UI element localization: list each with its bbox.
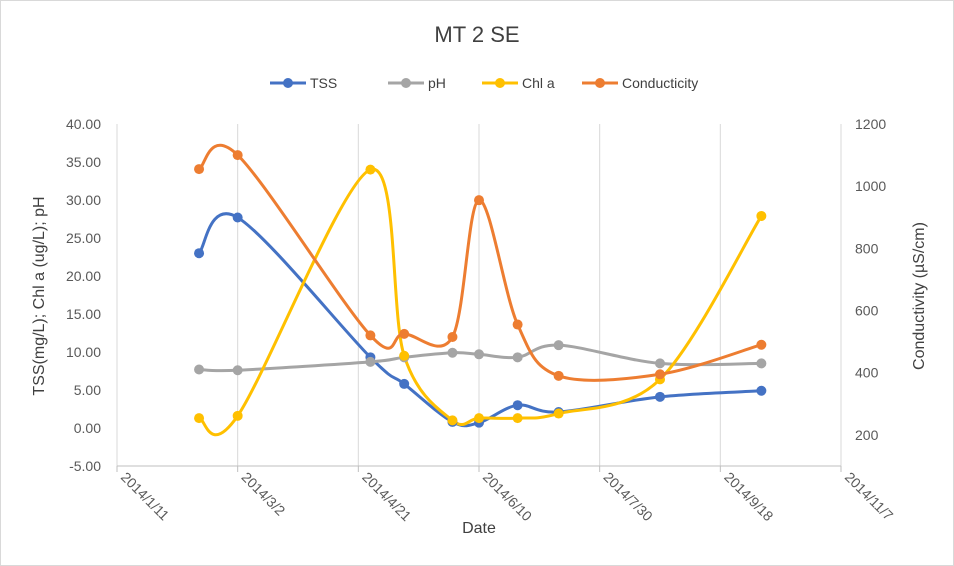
x-tick-label: 2014/7/30 xyxy=(601,469,657,525)
y-right-tick-label: 200 xyxy=(855,427,879,443)
y-left-tick-label: -5.00 xyxy=(69,458,101,474)
y-axis-right-title: Conductivity (µS/cm) xyxy=(911,222,928,370)
data-point-tss xyxy=(194,248,205,259)
data-point-tss xyxy=(512,400,523,411)
data-point-conducticity xyxy=(447,331,458,342)
y-left-tick-label: 30.00 xyxy=(66,192,101,208)
data-point-conducticity xyxy=(756,339,767,350)
y-left-tick-label: 0.00 xyxy=(74,420,101,436)
legend-swatch-marker xyxy=(595,78,605,88)
x-tick-label: 2014/1/11 xyxy=(118,469,173,524)
y-left-tick-label: 25.00 xyxy=(66,230,101,246)
data-point-conducticity xyxy=(553,370,564,381)
data-point-conducticity xyxy=(365,330,376,341)
data-point-chl-a xyxy=(474,413,484,424)
data-point-ph xyxy=(194,364,205,375)
y-left-tick-label: 5.00 xyxy=(74,382,101,398)
data-point-chl-a xyxy=(512,413,523,424)
data-point-chl-a xyxy=(194,413,205,424)
y-left-tick-label: 35.00 xyxy=(66,154,101,170)
data-point-ph xyxy=(655,358,665,369)
y-axis-left: -5.00 0.00 5.00 10.00 15.00 20.00 25.00 30.00 35… xyxy=(66,116,101,474)
legend-label: pH xyxy=(428,75,446,91)
series-points xyxy=(194,150,767,428)
legend-item-ph: pH xyxy=(388,75,446,91)
x-tick-label: 2014/9/18 xyxy=(721,469,777,525)
data-point-chl-a xyxy=(365,164,376,175)
y-axis-left-title: TSS(mg/L); Chl a (ug/L); pH xyxy=(31,196,48,395)
x-axis-title: Date xyxy=(462,520,496,537)
x-tick-label: 2014/4/21 xyxy=(359,469,415,525)
legend-label: Chl a xyxy=(522,75,555,91)
data-point-ph xyxy=(447,347,458,358)
data-point-tss xyxy=(756,385,767,396)
data-point-conducticity xyxy=(399,328,410,339)
data-point-ph xyxy=(756,358,767,369)
y-left-tick-label: 20.00 xyxy=(66,268,101,284)
gridlines xyxy=(116,124,842,466)
legend-label: TSS xyxy=(310,75,337,91)
series-lines xyxy=(197,143,763,437)
data-point-chl-a xyxy=(399,350,410,361)
data-point-ph xyxy=(232,365,243,376)
legend-swatch-marker xyxy=(283,78,293,88)
y-right-tick-label: 1000 xyxy=(855,178,886,194)
data-point-tss xyxy=(655,391,665,402)
legend-item-chl-a: Chl a xyxy=(482,75,555,91)
data-point-conducticity xyxy=(512,319,523,330)
legend-label: Conducticity xyxy=(622,75,698,91)
data-point-chl-a xyxy=(232,410,243,421)
data-point-ph xyxy=(365,356,376,367)
x-tick-label: 2014/3/2 xyxy=(239,469,289,519)
y-right-tick-label: 600 xyxy=(855,303,879,319)
data-point-tss xyxy=(232,212,243,223)
data-point-conducticity xyxy=(474,195,484,206)
legend-item-conducticity: Conducticity xyxy=(582,75,698,91)
legend-swatch-marker xyxy=(401,78,411,88)
x-tick-label: 2014/11/7 xyxy=(842,469,897,524)
chart-title: MT 2 SE xyxy=(434,22,519,47)
data-point-chl-a xyxy=(756,210,767,221)
y-left-tick-label: 40.00 xyxy=(66,116,101,132)
y-right-tick-label: 800 xyxy=(855,240,879,256)
y-left-tick-label: 10.00 xyxy=(66,344,101,360)
data-point-conducticity xyxy=(232,150,243,161)
legend-item-tss: TSS xyxy=(270,75,337,91)
y-right-tick-label: 400 xyxy=(855,365,879,381)
series-line-conducticity xyxy=(197,143,763,382)
series-line-tss xyxy=(197,212,763,428)
data-point-ph xyxy=(512,352,523,363)
data-point-chl-a xyxy=(447,415,458,426)
data-point-conducticity xyxy=(655,369,665,380)
legend-swatch-marker xyxy=(495,78,505,88)
x-tick-label: 2014/6/10 xyxy=(480,469,536,525)
y-left-tick-label: 15.00 xyxy=(66,306,101,322)
data-point-tss xyxy=(399,378,410,389)
series-line-ph xyxy=(197,343,763,373)
data-point-ph xyxy=(474,349,484,360)
data-point-conducticity xyxy=(194,164,205,175)
data-point-chl-a xyxy=(553,408,564,419)
y-axis-right: 200 400 600 800 1000 1200 xyxy=(855,116,886,443)
x-axis: 2014/1/11 2014/3/2 2014/4/21 2014/6/10 2014/… xyxy=(116,465,897,525)
y-right-tick-label: 1200 xyxy=(855,116,886,132)
legend: TSS pH Chl a Conducticity xyxy=(270,75,698,91)
data-point-ph xyxy=(553,340,564,351)
